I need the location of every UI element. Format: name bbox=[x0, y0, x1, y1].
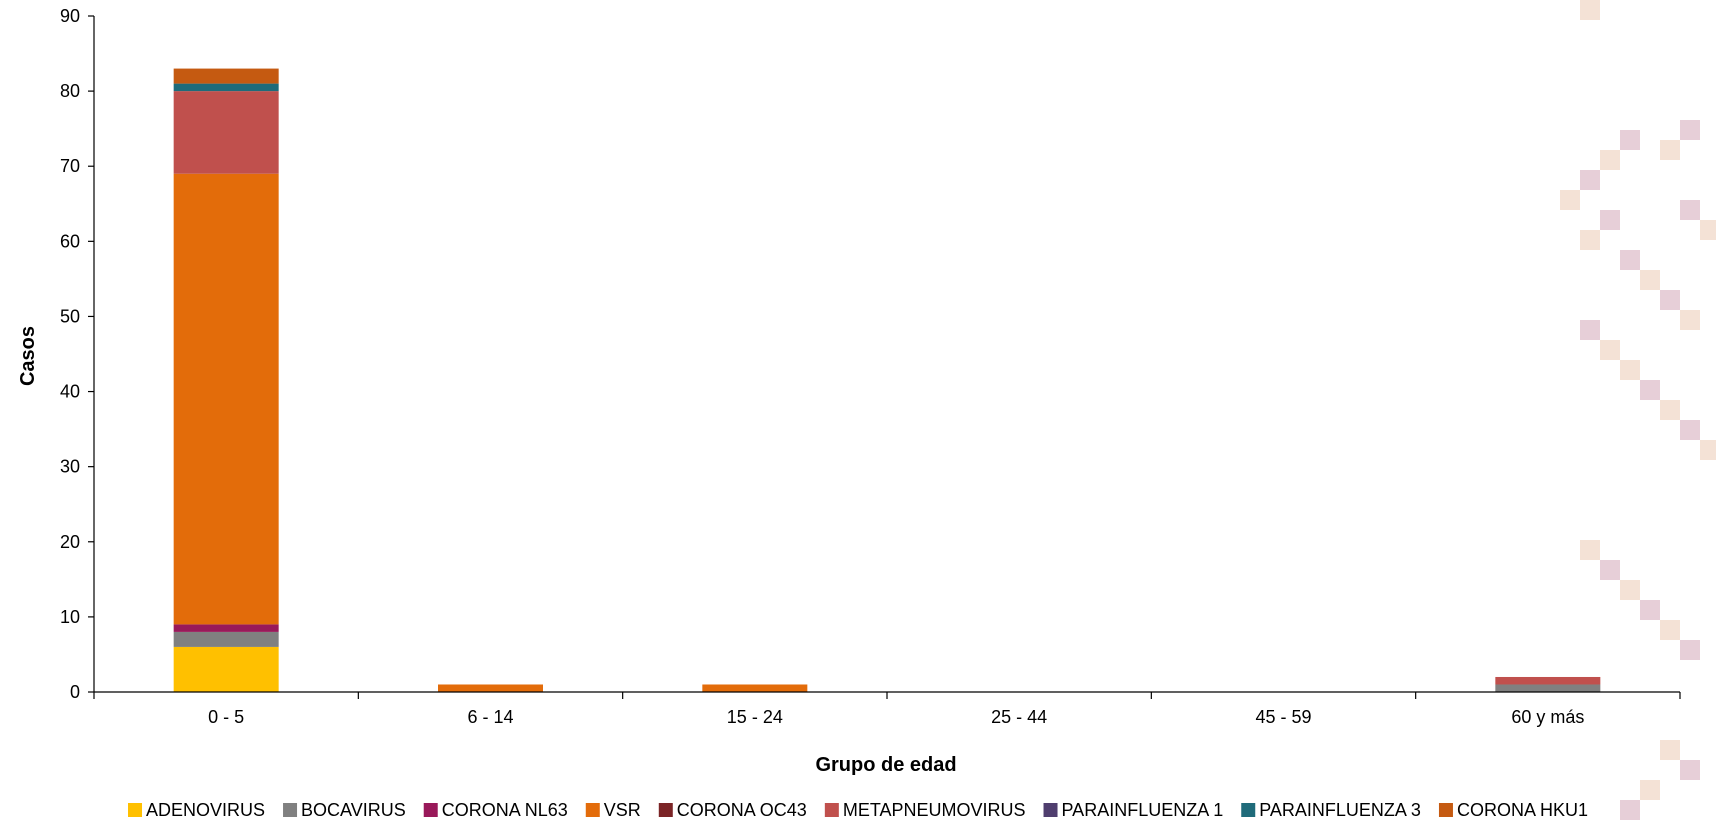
x-axis-title: Grupo de edad bbox=[815, 754, 956, 776]
decor-square bbox=[1660, 620, 1680, 640]
legend-label: ADENOVIRUS bbox=[146, 800, 265, 820]
decor-square bbox=[1600, 210, 1620, 230]
y-tick-label: 90 bbox=[60, 6, 80, 26]
y-tick-label: 10 bbox=[60, 607, 80, 627]
decor-square bbox=[1680, 200, 1700, 220]
decor-square bbox=[1700, 440, 1716, 460]
y-tick-label: 70 bbox=[60, 156, 80, 176]
legend-swatch bbox=[423, 803, 438, 817]
y-tick-label: 50 bbox=[60, 306, 80, 326]
decor-square bbox=[1620, 800, 1640, 820]
decor-square bbox=[1580, 0, 1600, 20]
decor-square bbox=[1620, 580, 1640, 600]
legend-label: VSR bbox=[604, 800, 641, 820]
y-tick-label: 0 bbox=[70, 682, 80, 702]
y-tick-label: 80 bbox=[60, 81, 80, 101]
decor-square bbox=[1560, 190, 1580, 210]
decor-square bbox=[1640, 600, 1660, 620]
legend-label: CORONA OC43 bbox=[677, 800, 807, 820]
bar-segment bbox=[1495, 676, 1601, 685]
background-pattern bbox=[1560, 0, 1716, 820]
legend-swatch bbox=[1241, 803, 1256, 817]
decor-square bbox=[1620, 360, 1640, 380]
x-tick-label: 0 - 5 bbox=[208, 707, 244, 727]
bar-segment bbox=[173, 624, 279, 632]
legend-swatch bbox=[658, 803, 673, 817]
bar-segment bbox=[173, 646, 279, 692]
legend-swatch bbox=[1438, 803, 1453, 817]
bar-segment bbox=[173, 91, 279, 174]
decor-square bbox=[1680, 310, 1700, 330]
decor-square bbox=[1580, 540, 1600, 560]
legend-label: CORONA NL63 bbox=[442, 800, 568, 820]
decor-square bbox=[1680, 420, 1700, 440]
y-tick-label: 40 bbox=[60, 382, 80, 402]
bar-segment bbox=[173, 631, 279, 647]
legend-label: BOCAVIRUS bbox=[301, 800, 406, 820]
decor-square bbox=[1600, 340, 1620, 360]
x-tick-label: 45 - 59 bbox=[1255, 707, 1311, 727]
decor-square bbox=[1620, 130, 1640, 150]
legend-swatch bbox=[824, 803, 839, 817]
x-tick-label: 6 - 14 bbox=[467, 707, 513, 727]
x-tick-label: 25 - 44 bbox=[991, 707, 1047, 727]
x-tick-label: 15 - 24 bbox=[727, 707, 783, 727]
decor-square bbox=[1600, 150, 1620, 170]
decor-square bbox=[1580, 230, 1600, 250]
decor-square bbox=[1640, 270, 1660, 290]
decor-square bbox=[1700, 220, 1716, 240]
decor-square bbox=[1680, 640, 1700, 660]
y-tick-label: 60 bbox=[60, 231, 80, 251]
legend-label: PARAINFLUENZA 3 bbox=[1259, 800, 1421, 820]
x-tick-label: 60 y más bbox=[1511, 707, 1584, 727]
legend-label: CORONA HKU1 bbox=[1457, 800, 1588, 820]
decor-square bbox=[1620, 250, 1640, 270]
decor-square bbox=[1640, 380, 1660, 400]
decor-square bbox=[1640, 780, 1660, 800]
legend-label: METAPNEUMOVIRUS bbox=[843, 800, 1026, 820]
decor-square bbox=[1660, 290, 1680, 310]
y-axis-title: Casos bbox=[17, 326, 39, 386]
legend-swatch bbox=[128, 803, 143, 817]
y-tick-label: 20 bbox=[60, 532, 80, 552]
legend-label: PARAINFLUENZA 1 bbox=[1062, 800, 1224, 820]
plot-area: 0 10 20 30 40 50 60 70 80 90 0 - 5 6 - 14 15 - 24 25 … bbox=[60, 6, 1681, 727]
legend-swatch bbox=[283, 803, 298, 817]
decor-square bbox=[1660, 140, 1680, 160]
legend-swatch bbox=[1043, 803, 1058, 817]
legend: ADENOVIRUS BOCAVIRUS CORONA NL63 VSR CORONA … bbox=[128, 800, 1588, 820]
bar-segment bbox=[702, 684, 808, 692]
y-tick-label: 30 bbox=[60, 457, 80, 477]
bar-segment bbox=[173, 68, 279, 84]
bar-segment bbox=[1495, 684, 1601, 692]
bar-segment bbox=[173, 83, 279, 92]
legend-swatch bbox=[585, 803, 600, 817]
bar-segment bbox=[173, 173, 279, 625]
decor-square bbox=[1580, 320, 1600, 340]
decor-square bbox=[1660, 740, 1680, 760]
decor-square bbox=[1660, 400, 1680, 420]
decor-square bbox=[1600, 560, 1620, 580]
decor-square bbox=[1680, 760, 1700, 780]
decor-square bbox=[1580, 170, 1600, 190]
decor-square bbox=[1680, 120, 1700, 140]
bar-segment bbox=[438, 684, 543, 692]
